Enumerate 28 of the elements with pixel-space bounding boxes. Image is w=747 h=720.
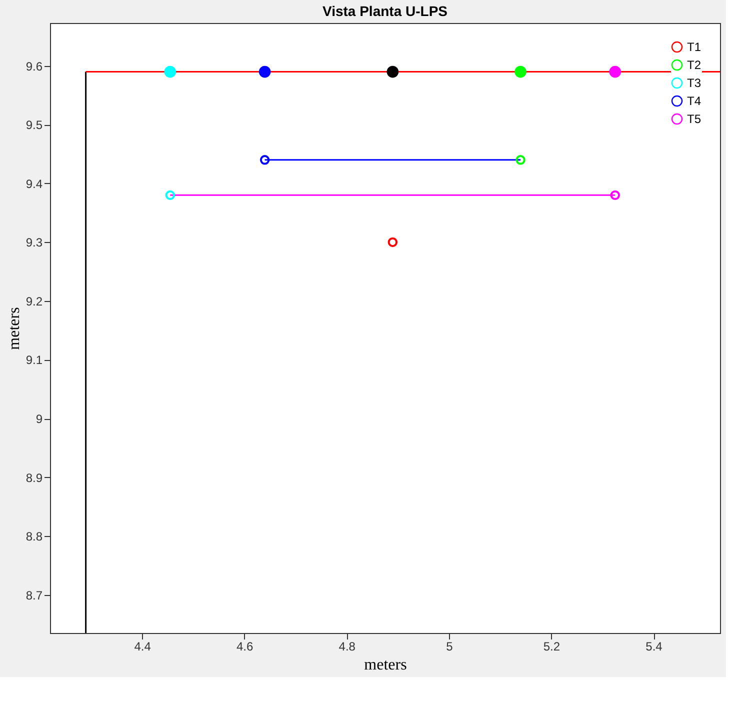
legend-label: T4: [687, 94, 702, 108]
legend-label: T1: [687, 40, 702, 54]
legend-label: T3: [687, 76, 702, 90]
legend-label: T2: [687, 58, 702, 72]
point: [516, 155, 526, 165]
chart-title: Vista Planta U-LPS: [322, 3, 448, 19]
y-tick-label: 9.5: [26, 118, 43, 132]
x-tick-label: 5.4: [646, 640, 663, 654]
y-tick-label: 9.1: [26, 353, 43, 368]
y-tick-label: 8.7: [26, 588, 43, 602]
point: [388, 237, 398, 248]
x-tick-label: 5.2: [543, 640, 560, 654]
point: [165, 190, 176, 200]
y-tick-label: 8.8: [26, 530, 43, 544]
point: [386, 66, 399, 78]
x-tick-label: 4.6: [236, 640, 254, 654]
y-tick-label: 9.4: [26, 176, 43, 191]
x-tick-label: 4.4: [134, 640, 152, 654]
y-tick-label: 9.3: [26, 236, 43, 250]
x-axis-title: meters: [364, 656, 407, 674]
legend-label: T5: [687, 112, 702, 126]
y-tick-label: 9.2: [26, 294, 43, 308]
y-tick-label: 9.6: [26, 59, 43, 74]
x-tick-label: 4.8: [338, 640, 356, 654]
x-tick-label: 5: [446, 640, 454, 654]
y-tick-label: 8.9: [26, 470, 43, 485]
y-axis-title: meters: [6, 307, 23, 350]
y-tick-label: 9: [36, 412, 43, 426]
